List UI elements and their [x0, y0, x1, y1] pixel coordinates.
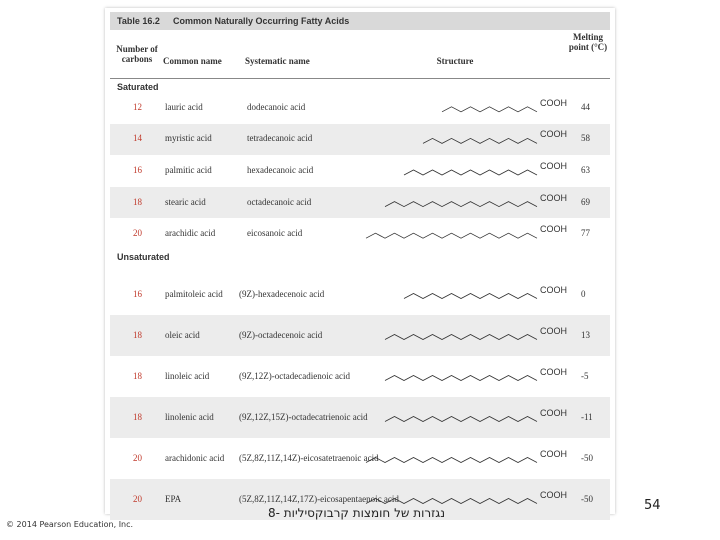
skeletal-structure [365, 498, 538, 504]
row-shade [110, 479, 610, 520]
carbons: 12 [133, 101, 142, 112]
column-header: Melting point (°C) [568, 32, 608, 52]
structure-label: COOH [540, 407, 567, 418]
melting-point: 13 [581, 329, 590, 340]
systematic-name: (9Z)-hexadecenoic acid [239, 288, 325, 299]
column-header: Number of carbons [116, 44, 158, 64]
common-name: myristic acid [165, 133, 212, 144]
structure-label: COOH [540, 161, 567, 171]
slide-subtitle: נגזרות של חומצות קרבוקסיליות -8 [268, 506, 446, 520]
common-name: stearic acid [165, 196, 206, 207]
melting-point: 63 [581, 165, 590, 175]
skeletal-structure [384, 416, 538, 422]
melting-point: -11 [581, 411, 593, 422]
structure-label: COOH [540, 192, 567, 203]
row-shade [110, 315, 610, 356]
column-header: Structure [436, 56, 474, 66]
systematic-name: (5Z,8Z,11Z,14Z)-eicosatetraenoic acid [239, 452, 379, 463]
skeletal-structure [441, 106, 538, 113]
section-label: Unsaturated [117, 252, 170, 262]
column-header: Common name [163, 56, 222, 66]
title-bar [110, 12, 610, 30]
structures [365, 106, 538, 504]
skeletal-structure [403, 293, 538, 299]
common-name: oleic acid [165, 329, 200, 340]
structure-label: COOH [540, 366, 567, 377]
carbons: 20 [133, 228, 142, 239]
melting-point: -50 [581, 493, 593, 504]
row-shade [110, 123, 610, 156]
melting-point: 0 [581, 288, 586, 299]
header-rule [110, 78, 610, 79]
common-name: linolenic acid [165, 411, 214, 422]
common-name: palmitoleic acid [165, 288, 223, 299]
structure-label: COOH [540, 448, 567, 459]
melting-point: 77 [581, 228, 590, 239]
melting-point: 69 [581, 196, 590, 207]
systematic-name: hexadecanoic acid [247, 165, 314, 175]
table-caption: Common Naturally Occurring Fatty Acids [173, 16, 350, 26]
structure-label: COOH [540, 325, 567, 336]
skeletal-structure [422, 137, 538, 144]
carbons: 18 [133, 370, 142, 381]
section-label: Saturated [117, 82, 159, 92]
common-name: linoleic acid [165, 370, 210, 381]
carbons: 16 [133, 165, 142, 175]
systematic-name: (9Z,12Z,15Z)-octadecatrienoic acid [239, 411, 368, 422]
table-image: Table 16.2 Common Naturally Occurring Fa… [105, 8, 615, 520]
skeletal-structure [384, 375, 538, 381]
skeletal-structure [365, 457, 538, 463]
melting-point: -5 [581, 370, 589, 381]
systematic-name: (9Z,12Z)-octadecadienoic acid [239, 370, 350, 381]
skeletal-structure [384, 201, 538, 208]
skeletal-structure [365, 232, 538, 239]
common-name: arachidonic acid [165, 452, 225, 463]
melting-point: 58 [581, 133, 590, 144]
carbons: 18 [133, 196, 142, 207]
melting-point: -50 [581, 452, 593, 463]
structure-label: COOH [540, 284, 567, 295]
structure-label: COOH [540, 489, 567, 500]
row-shade [110, 186, 610, 219]
skeletal-structure [384, 334, 538, 340]
common-name: lauric acid [165, 101, 203, 112]
common-name: palmitic acid [165, 165, 212, 175]
carbons: 16 [133, 288, 142, 299]
melting-point: 44 [581, 101, 590, 112]
common-name: EPA [165, 493, 182, 504]
systematic-name: (5Z,8Z,11Z,14Z,17Z)-eicosapentaenoic aci… [239, 493, 399, 504]
systematic-name: octadecanoic acid [247, 196, 312, 207]
common-name: arachidic acid [165, 228, 216, 239]
structure-label: COOH [540, 224, 567, 235]
structure-label: COOH [540, 129, 567, 140]
carbons: 20 [133, 493, 142, 504]
page-number: 54 [644, 498, 661, 513]
skeletal-structure [403, 169, 538, 176]
systematic-name: tetradecanoic acid [247, 133, 313, 144]
column-header: Systematic name [245, 56, 310, 66]
table-number: Table 16.2 [117, 16, 160, 26]
systematic-name: (9Z)-octadecenoic acid [239, 329, 323, 340]
carbons: 20 [133, 452, 142, 463]
carbons: 18 [133, 411, 142, 422]
systematic-name: eicosanoic acid [247, 228, 303, 239]
copyright: © 2014 Pearson Education, Inc. [6, 520, 134, 529]
systematic-name: dodecanoic acid [247, 101, 306, 112]
row-shade [110, 397, 610, 438]
carbons: 14 [133, 133, 142, 144]
structure-label: COOH [540, 97, 567, 108]
carbons: 18 [133, 329, 142, 340]
